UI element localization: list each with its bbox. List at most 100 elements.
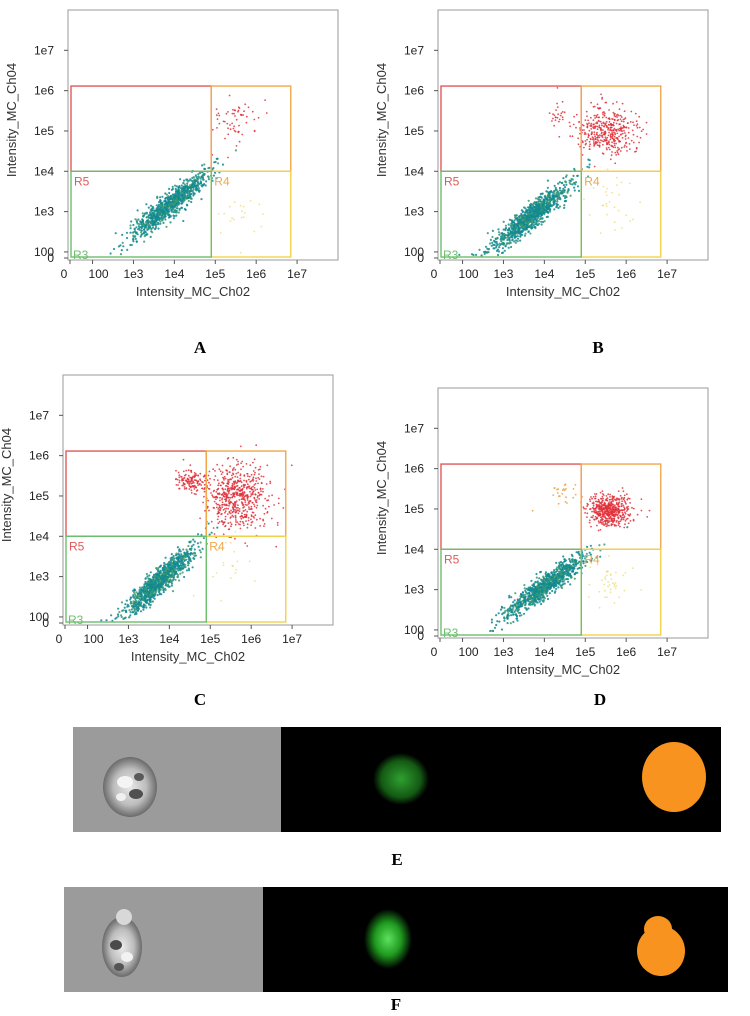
scatter-point <box>252 490 255 493</box>
scatter-point <box>596 138 599 141</box>
scatter-point <box>561 111 564 113</box>
scatter-point <box>158 581 161 584</box>
scatter-point <box>240 481 243 484</box>
scatter-point <box>159 206 162 209</box>
scatter-point <box>176 575 179 579</box>
gate-r3 <box>440 170 583 258</box>
scatter-point <box>523 584 526 587</box>
scatter-point <box>129 596 132 599</box>
scatter-point <box>170 188 173 191</box>
scatter-point <box>596 144 599 147</box>
scatter-point <box>194 554 197 557</box>
scatter-point <box>254 482 257 485</box>
scatter-point <box>577 143 580 146</box>
scatter-point <box>240 462 243 465</box>
scatter-point <box>162 569 165 572</box>
scatter-point <box>615 122 618 125</box>
scatter-point <box>599 120 602 123</box>
scatter-point <box>200 198 203 201</box>
scatter-point <box>497 612 500 615</box>
scatter-point <box>569 572 572 576</box>
scatter-point <box>617 128 620 131</box>
scatter-point <box>189 178 192 181</box>
scatter-point <box>590 127 593 130</box>
scatter-point <box>545 190 548 193</box>
scatter-point <box>222 523 225 526</box>
scatter-point <box>128 609 131 612</box>
scatter-point <box>236 484 239 487</box>
scatter-point <box>567 580 570 583</box>
scatter-point <box>229 521 232 524</box>
scatter-point <box>269 482 272 485</box>
scatter-point <box>184 196 187 200</box>
scatter-point <box>609 158 612 161</box>
scatter-point <box>162 573 165 576</box>
scatter-point <box>246 545 249 547</box>
scatter-point <box>290 464 293 467</box>
scatter-point <box>553 124 555 127</box>
scatter-point <box>175 194 178 197</box>
scatter-point <box>594 142 597 145</box>
scatter-point <box>576 185 580 188</box>
scatter-point <box>260 482 263 484</box>
scatter-point <box>193 484 196 487</box>
scatter-point <box>493 247 496 250</box>
scatter-point <box>603 543 606 546</box>
scatter-point <box>548 196 552 199</box>
scatter-point <box>592 141 595 143</box>
scatter-point <box>567 188 570 191</box>
scatter-point <box>212 468 215 471</box>
scatter-point <box>619 118 622 121</box>
scatter-point <box>155 216 158 219</box>
scatter-point <box>513 219 516 222</box>
scatter-point <box>599 555 602 558</box>
scatter-point <box>605 101 608 104</box>
scatter-point <box>539 195 542 198</box>
scatter-point <box>611 132 613 134</box>
scatter-point <box>247 106 250 109</box>
scatter-point <box>624 134 627 137</box>
scatter-point <box>483 250 486 253</box>
scatter-point <box>253 473 256 476</box>
scatter-point <box>608 143 611 146</box>
scatter-point <box>593 143 596 146</box>
scatter-point <box>561 118 564 121</box>
scatter-point <box>172 555 175 558</box>
scatter-point <box>253 118 256 121</box>
scatter-point <box>630 139 633 142</box>
scatter-point <box>176 556 180 560</box>
scatter-point <box>218 506 221 509</box>
scatter-point <box>165 568 168 571</box>
scatter-point <box>528 209 531 212</box>
scatter-point <box>151 217 154 220</box>
scatter-point <box>220 473 223 475</box>
scatter-point <box>237 110 239 113</box>
scatter-point <box>150 580 154 583</box>
x-tick-label: 1e3 <box>123 267 143 281</box>
y-tick-label: 1e6 <box>404 462 424 476</box>
scatter-point <box>169 559 172 562</box>
scatter-point <box>593 165 596 168</box>
scatter-point <box>189 552 192 555</box>
scatter-point <box>500 240 503 243</box>
scatter-point <box>561 100 564 103</box>
scatter-point <box>241 210 243 213</box>
scatter-point <box>165 209 168 212</box>
scatter-point <box>194 472 197 475</box>
scatter-point <box>212 167 215 170</box>
scatter-point <box>253 129 256 132</box>
scatter-point <box>202 501 205 504</box>
scatter-point <box>215 498 217 501</box>
scatter-point <box>546 594 549 597</box>
scatter-points-d <box>489 483 651 633</box>
scatter-point <box>524 232 527 235</box>
scatter-point <box>233 112 235 115</box>
scatter-point <box>237 460 239 463</box>
scatter-point <box>496 248 499 251</box>
scatter-point <box>156 573 159 577</box>
scatter-point <box>188 484 190 486</box>
scatter-point <box>153 597 156 600</box>
scatter-point <box>575 126 577 129</box>
scatter-point <box>564 200 567 203</box>
scatter-point <box>233 109 236 112</box>
